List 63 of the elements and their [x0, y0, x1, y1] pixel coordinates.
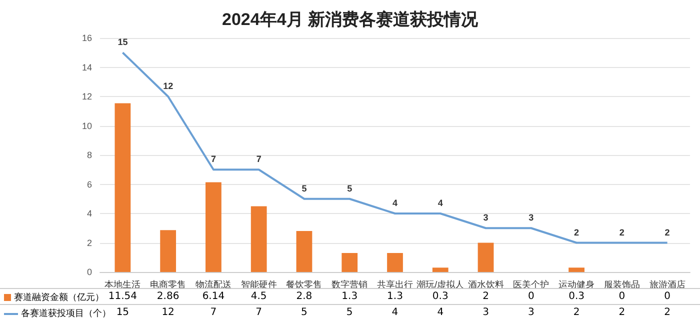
line-series: [122, 52, 668, 244]
bar: [387, 252, 403, 272]
bar: [160, 230, 176, 272]
annotation: 7: [256, 154, 262, 164]
data-label: 4: [436, 307, 445, 318]
bar: [342, 252, 358, 272]
y-tick-label: 14: [82, 62, 92, 72]
chart-title: 2024年4月 新消费各赛道获投情况: [222, 10, 479, 29]
annotation: 7: [210, 154, 216, 164]
data-label: 4: [390, 307, 400, 318]
data-label: 1.3: [340, 291, 359, 302]
data-label: 2.8: [295, 291, 314, 302]
y-tick-label: 2: [86, 238, 92, 248]
data-label: 0: [663, 291, 672, 302]
data-label: 0: [526, 291, 536, 302]
data-label: 7: [254, 307, 264, 318]
data-label: 3: [526, 307, 536, 318]
annotation: 4: [438, 198, 443, 208]
annotation: 4: [392, 198, 398, 208]
y-tick-label: 6: [86, 179, 92, 190]
data-label: 4.5: [250, 291, 268, 302]
x-tick-label: 数字营销: [332, 280, 368, 290]
data-label: 2: [618, 307, 626, 318]
bar: [250, 206, 267, 272]
bar: [114, 103, 131, 272]
bar: [206, 182, 222, 272]
data-label: 3: [482, 307, 490, 318]
data-label: 2: [663, 307, 672, 318]
data-label: 12: [160, 307, 176, 318]
annotation: 3: [483, 212, 488, 223]
data-label: 15: [116, 307, 130, 318]
annotation: 3: [528, 212, 534, 223]
bar: [432, 268, 448, 272]
data-label: 6.14: [201, 291, 226, 302]
data-label: 2.86: [156, 291, 180, 302]
data-label: 7: [209, 307, 218, 318]
data-label: 5: [300, 307, 308, 318]
data-label: 0.3: [431, 291, 450, 302]
y-tick-label: 16: [82, 33, 92, 43]
y-tick-label: 10: [82, 120, 92, 131]
bar: [568, 268, 584, 272]
y-tick-label: 4: [86, 208, 92, 218]
bar: [478, 242, 494, 272]
annotation: 5: [302, 183, 307, 194]
data-label: 0: [618, 291, 626, 302]
legend-label: 赛道融资金额（亿元）: [13, 292, 104, 304]
annotation: 2: [619, 227, 624, 238]
data-label: 2: [572, 307, 581, 318]
bar: [296, 231, 312, 272]
y-tick-label: 8: [86, 150, 92, 160]
data-label: 0.3: [568, 291, 586, 302]
data-label: 2: [482, 291, 490, 302]
annotation: 5: [347, 183, 352, 194]
y-tick-label: 0: [86, 267, 92, 277]
data-label: 11.54: [108, 291, 137, 302]
annotation: 2: [664, 227, 670, 238]
data-label: 5: [345, 307, 354, 318]
annotation: 2: [574, 227, 580, 238]
legend-label: 各赛道获投项目（个）: [20, 308, 111, 320]
y-tick-label: 12: [82, 92, 92, 102]
annotation: 12: [163, 81, 174, 91]
data-label: 1.3: [386, 291, 404, 302]
annotation: 15: [118, 37, 128, 48]
